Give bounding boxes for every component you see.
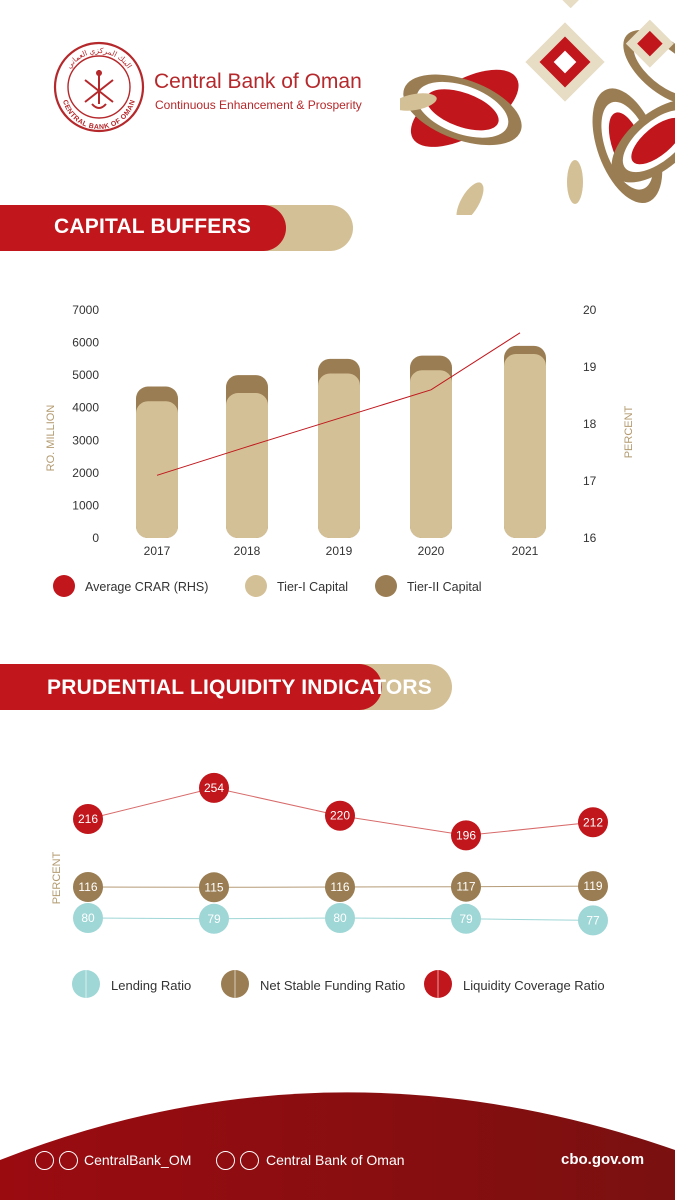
x-tick-label: 2018 [234,544,261,558]
capital-banner [0,205,286,251]
y2-tick-label: 17 [583,474,597,488]
liquidity-coverage-data-label: 212 [583,815,603,829]
twitter-icon[interactable] [35,1151,54,1170]
x-tick-label: 2017 [144,544,171,558]
tier1-capital-bar [410,370,452,538]
legend-label: Liquidity Coverage Ratio [463,978,605,993]
lending-ratio-data-label: 79 [207,912,221,926]
y-tick-label: 4000 [72,401,99,415]
x-tick-label: 2019 [326,544,353,558]
y2-axis-label: PERCENT [623,405,635,458]
y-tick-label: 5000 [72,368,99,382]
liquidity-coverage-point [325,800,355,831]
y-axis-label: RO. MILLION [45,405,57,472]
net-stable-funding-point [325,872,355,902]
legend-swatch [375,575,397,597]
liquidity-y-axis-label: PERCENT [51,851,63,904]
net-stable-funding-point [199,872,229,903]
net-stable-funding-data-label: 115 [204,880,223,894]
net-stable-funding-point [73,872,103,902]
liquidity-banner [0,664,382,710]
lending-ratio-data-label: 80 [333,911,347,925]
y2-tick-label: 20 [583,303,597,317]
tier1-capital-bar [318,373,360,538]
lending-ratio-point [73,903,103,933]
legend-label: Lending Ratio [111,978,191,993]
y-tick-label: 6000 [72,336,99,350]
org-name: Central Bank of Oman [154,70,362,93]
linkedin-icon[interactable] [216,1151,235,1170]
net-stable-funding-point [451,871,481,902]
tier1-capital-bar [136,401,178,538]
capital-buffers-title: CAPITAL BUFFERS [54,215,252,238]
y2-tick-label: 19 [583,360,597,374]
website-link[interactable]: cbo.gov.om [561,1151,645,1168]
lending-ratio-data-label: 77 [586,913,600,927]
liquidity-coverage-data-label: 196 [456,828,476,842]
org-tagline: Continuous Enhancement & Prosperity [155,98,362,112]
liquidity-coverage-data-label: 220 [330,809,350,823]
x-tick-label: 2020 [418,544,445,558]
legend-swatch [53,575,75,597]
lending-ratio-data-label: 80 [81,911,95,925]
legend-label: Tier-I Capital [277,580,348,594]
liquidity-coverage-point [578,807,608,838]
y-tick-label: 7000 [72,303,99,317]
liquidity-coverage-data-label: 254 [204,781,224,795]
lending-ratio-data-label: 79 [459,912,473,926]
capital-buffers-chart: 0 1000 2000 3000 4000 5000 6000 7000 16 17 18 19 20… [45,303,635,597]
average-crar-line [156,332,521,476]
legend-swatch [245,575,267,597]
lending-ratio-point [325,903,355,933]
lending-ratio-point [451,903,481,934]
tier1-capital-bar [226,393,268,538]
liquidity-coverage-point [73,804,103,834]
legend-label: Average CRAR (RHS) [85,580,208,594]
central-bank-logo: البنك المركزي العماني CENTRAL BANK OF OM… [53,41,145,133]
liquidity-coverage-point [451,820,481,851]
x-tick-label: 2021 [512,544,539,558]
lending-ratio-point [578,905,608,936]
net-stable-funding-point [578,871,608,902]
footer-background [0,1092,675,1200]
net-stable-funding-data-label: 119 [583,879,602,893]
net-stable-funding-data-label: 116 [78,880,97,894]
instagram-icon[interactable] [59,1151,78,1170]
decorative-pattern [400,0,675,215]
y-tick-label: 1000 [72,498,99,512]
y2-tick-label: 16 [583,531,597,545]
tier1-capital-bar [504,353,546,538]
liquidity-indicators-chart: 216 254 220 196 212 116 115 116 117 119 80 79 80 79 77… [51,772,608,998]
liquidity-coverage-point [199,772,229,803]
y-tick-label: 3000 [72,433,99,447]
net-stable-funding-data-label: 116 [330,880,349,894]
legend-label: Net Stable Funding Ratio [260,978,405,993]
net-stable-funding-data-label: 117 [456,880,475,894]
y-tick-label: 2000 [72,466,99,480]
liquidity-indicators-title: PRUDENTIAL LIQUIDITY INDICATORS [47,676,432,699]
legend-label: Tier-II Capital [407,580,482,594]
y2-tick-label: 18 [583,417,597,431]
social-handle[interactable]: CentralBank_OM [84,1152,192,1168]
y-tick-label: 0 [92,531,99,545]
lending-ratio-point [199,903,229,934]
channel-name[interactable]: Central Bank of Oman [266,1152,405,1168]
liquidity-coverage-data-label: 216 [78,812,98,826]
youtube-icon[interactable] [240,1151,259,1170]
